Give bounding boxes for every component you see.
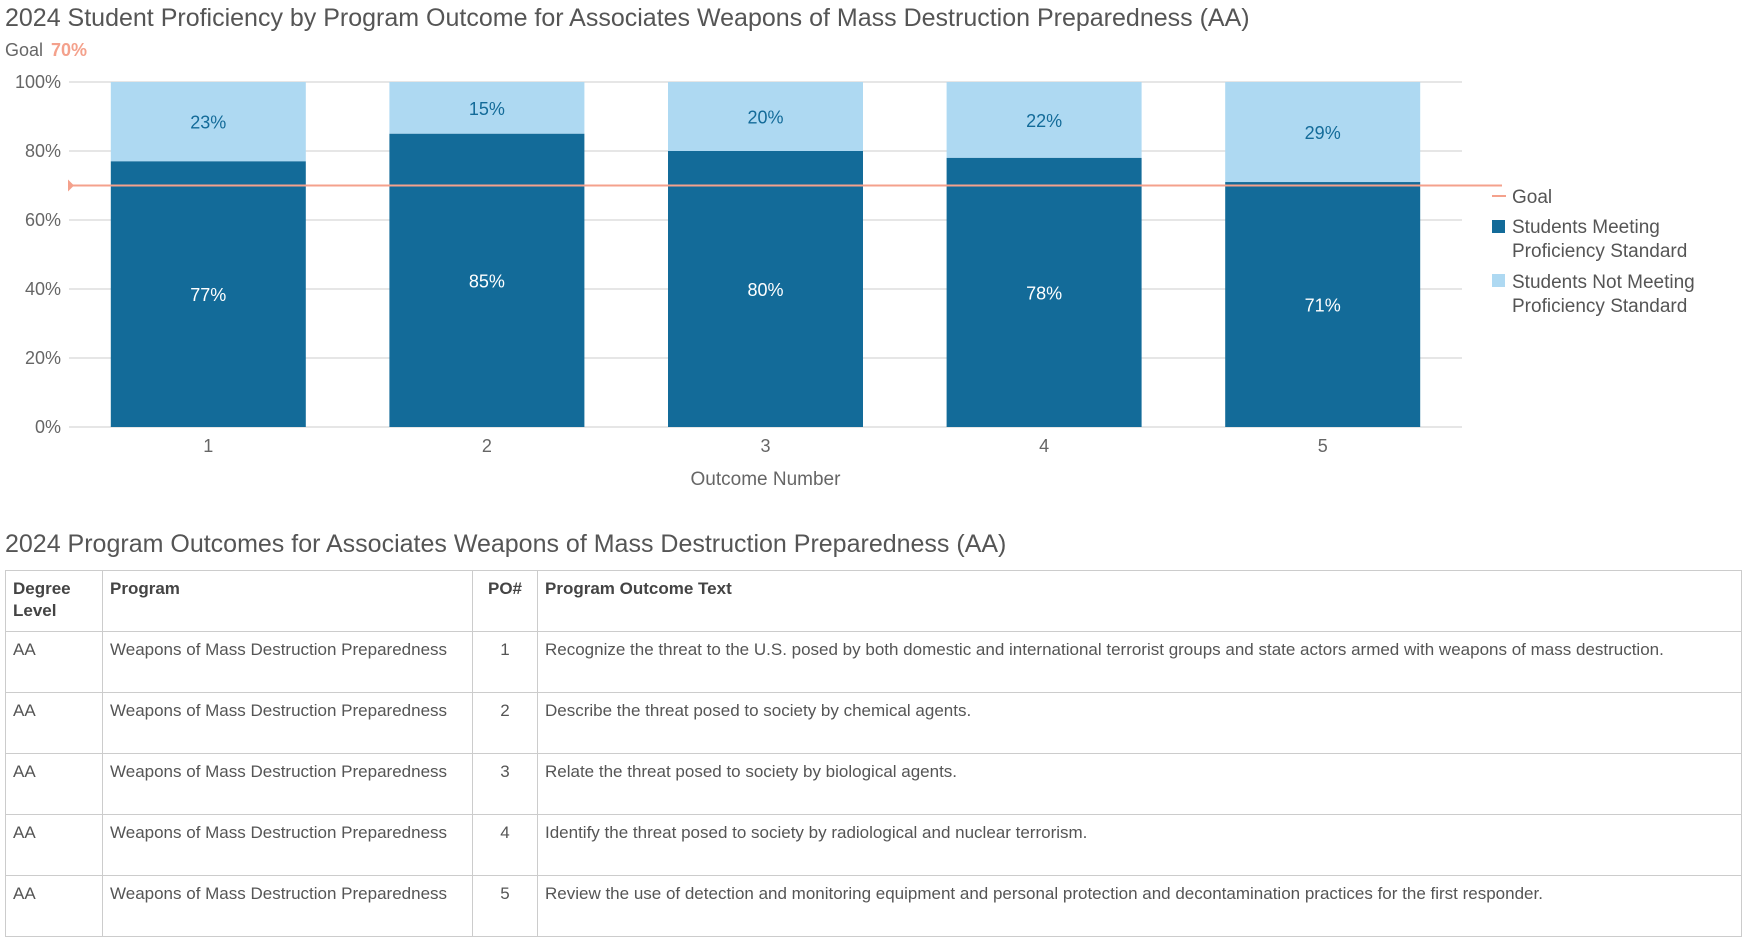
header-po-number: PO# (472, 570, 538, 632)
cell-program: Weapons of Mass Destruction Preparedness (102, 753, 473, 815)
bar-meeting (110, 161, 306, 427)
y-tick-label: 100% (15, 72, 61, 92)
cell-po-number: 2 (472, 692, 538, 754)
data-label-meeting: 78% (1026, 283, 1062, 303)
header-outcome-text: Program Outcome Text (537, 570, 1742, 632)
cell-degree-level: AA (5, 753, 103, 815)
cell-outcome-text: Review the use of detection and monitori… (537, 875, 1742, 937)
x-axis-title: Outcome Number (691, 469, 842, 490)
cell-outcome-text: Relate the threat posed to society by bi… (537, 753, 1742, 815)
table-row: AA Weapons of Mass Destruction Preparedne… (5, 875, 1742, 937)
bar-not-meeting (946, 82, 1142, 158)
bar-meeting (946, 157, 1142, 427)
cell-degree-level: AA (5, 875, 103, 937)
x-tick-label: 4 (1039, 436, 1049, 456)
bar-meeting (1225, 182, 1421, 427)
y-tick-label: 20% (25, 348, 61, 368)
legend-meeting-label: Proficiency Standard (1512, 241, 1687, 262)
bar-meeting (668, 151, 863, 427)
bar-not-meeting (110, 82, 306, 162)
header-degree-level: Degree Level (5, 570, 103, 632)
goal-header-label: Goal (5, 40, 44, 60)
data-label-meeting: 77% (190, 285, 226, 305)
table-header-row: Degree Level Program PO# Program Outcome… (5, 570, 1742, 632)
data-label-meeting: 85% (469, 271, 505, 291)
legend-not-meeting-swatch (1492, 274, 1505, 287)
stacked-bar-chart: 0% 20% 40% 60% 80% 100% 23% 77% 1 15% 85% 2 20% 80% 3 2… (15, 72, 1695, 490)
table-row: AA Weapons of Mass Destruction Preparedne… (5, 814, 1742, 876)
table-row: AA Weapons of Mass Destruction Preparedne… (5, 692, 1742, 754)
y-tick-label: 40% (25, 279, 61, 299)
x-tick-label: 3 (760, 436, 770, 456)
cell-degree-level: AA (5, 692, 103, 754)
data-label-not-meeting: 29% (1305, 123, 1341, 143)
legend-not-meeting-label: Students Not Meeting (1512, 272, 1695, 293)
data-label-not-meeting: 15% (469, 99, 505, 119)
cell-program: Weapons of Mass Destruction Preparedness (102, 814, 473, 876)
bar-meeting (389, 133, 585, 427)
y-tick-label: 60% (25, 210, 61, 230)
cell-degree-level: AA (5, 631, 103, 693)
goal-header-value: 70% (51, 40, 88, 60)
legend-goal-label: Goal (1512, 187, 1552, 208)
legend-not-meeting-label: Proficiency Standard (1512, 296, 1687, 317)
bar-not-meeting (389, 82, 585, 134)
data-label-meeting: 71% (1305, 296, 1341, 316)
goal-header: Goal 70% (5, 40, 87, 61)
table-title: 2024 Program Outcomes for Associates Wea… (5, 530, 1007, 558)
program-outcomes-table: Degree Level Program PO# Program Outcome… (5, 570, 1742, 937)
y-tick-label: 0% (35, 417, 61, 437)
header-program: Program (102, 570, 473, 632)
bar-not-meeting (1225, 82, 1421, 183)
cell-po-number: 3 (472, 753, 538, 815)
cell-outcome-text: Identify the threat posed to society by … (537, 814, 1742, 876)
cell-program: Weapons of Mass Destruction Preparedness (102, 631, 473, 693)
cell-po-number: 1 (472, 631, 538, 693)
data-label-not-meeting: 20% (747, 108, 783, 128)
data-label-not-meeting: 23% (190, 113, 226, 133)
legend-meeting-swatch (1492, 220, 1505, 233)
cell-po-number: 5 (472, 875, 538, 937)
cell-po-number: 4 (472, 814, 538, 876)
x-tick-label: 2 (482, 436, 492, 456)
x-tick-label: 1 (203, 436, 213, 456)
x-tick-label: 5 (1318, 436, 1328, 456)
data-label-meeting: 80% (747, 280, 783, 300)
cell-program: Weapons of Mass Destruction Preparedness (102, 692, 473, 754)
y-tick-label: 80% (25, 141, 61, 161)
goal-marker-icon (68, 179, 74, 192)
cell-outcome-text: Describe the threat posed to society by … (537, 692, 1742, 754)
cell-program: Weapons of Mass Destruction Preparedness (102, 875, 473, 937)
chart-title: 2024 Student Proficiency by Program Outc… (5, 4, 1250, 32)
table-row: AA Weapons of Mass Destruction Preparedne… (5, 753, 1742, 815)
table-row: AA Weapons of Mass Destruction Preparedne… (5, 631, 1742, 693)
legend-meeting-label: Students Meeting (1512, 217, 1660, 238)
bar-not-meeting (668, 82, 863, 151)
cell-outcome-text: Recognize the threat to the U.S. posed b… (537, 631, 1742, 693)
data-label-not-meeting: 22% (1026, 111, 1062, 131)
cell-degree-level: AA (5, 814, 103, 876)
